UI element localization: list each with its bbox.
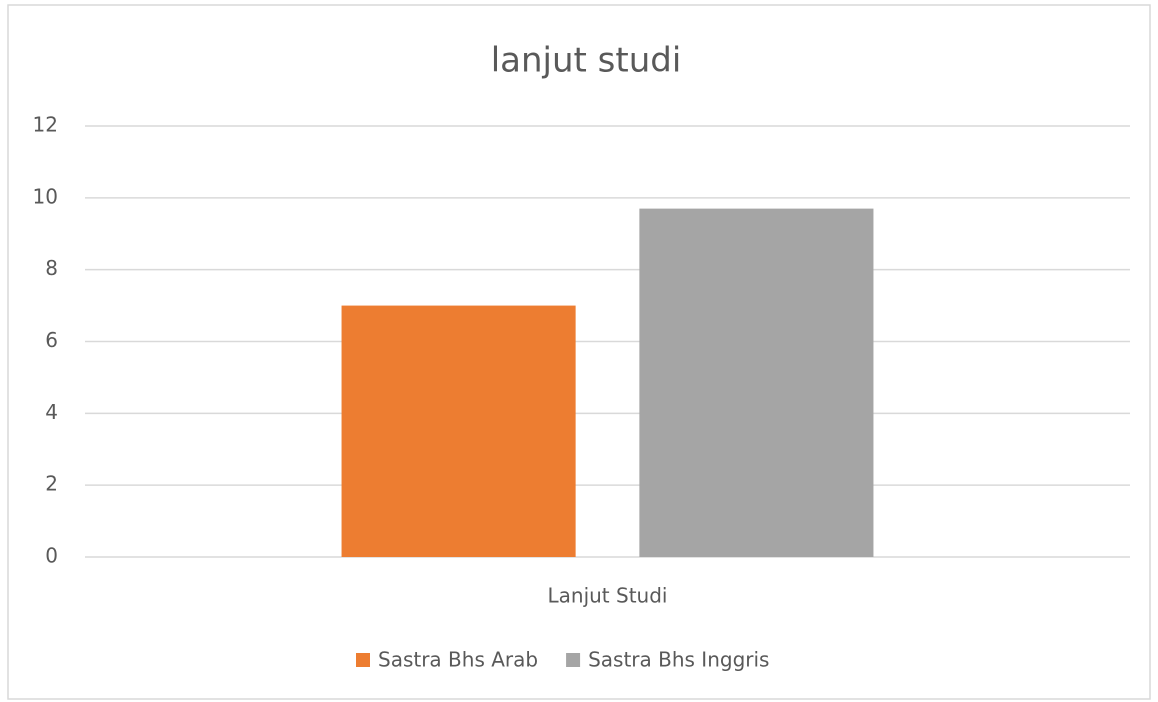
legend-swatch [356, 653, 370, 667]
bar [639, 208, 874, 557]
y-tick-label: 8 [45, 256, 58, 280]
y-tick-label: 12 [33, 113, 58, 137]
y-tick-label: 0 [45, 544, 58, 568]
chart-title: lanjut studi [491, 41, 682, 81]
y-tick-label: 6 [45, 328, 58, 352]
legend-label: Sastra Bhs Arab [378, 648, 538, 672]
y-tick-label: 4 [45, 400, 58, 424]
y-tick-label: 2 [45, 472, 58, 496]
legend-label: Sastra Bhs Inggris [588, 648, 769, 672]
chart-frame [7, 4, 1151, 700]
bar [341, 305, 576, 557]
y-tick-label: 10 [33, 184, 58, 208]
x-tick-label: Lanjut Studi [548, 584, 668, 608]
legend-swatch [566, 653, 581, 667]
